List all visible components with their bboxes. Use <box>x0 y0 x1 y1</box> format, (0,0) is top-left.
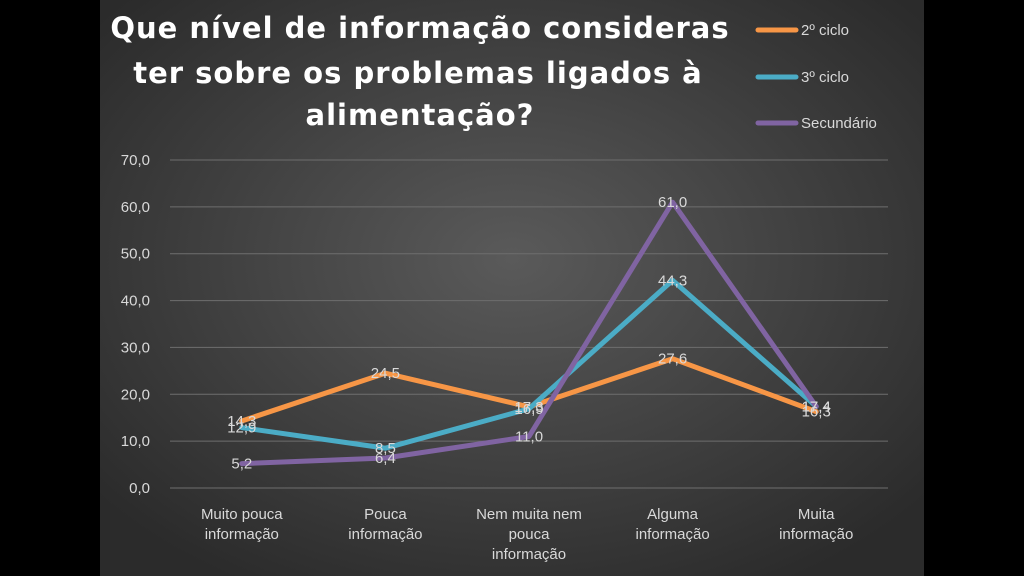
data-label-2-ciclo: 27,6 <box>658 351 687 368</box>
data-label-3-ciclo: 12,9 <box>227 420 256 437</box>
legend-label-secundario: Secundário <box>801 115 877 132</box>
data-label-secundario: 17,4 <box>802 398 831 415</box>
legend: 2º ciclo 3º ciclo Secundário <box>755 22 877 132</box>
x-category-label: Alguma informação <box>635 506 709 543</box>
x-category-label: Pouca informação <box>348 506 422 543</box>
y-tick-label: 50,0 <box>121 246 150 263</box>
data-label-secundario: 61,0 <box>658 194 687 211</box>
series-line-3-ciclo <box>239 277 819 451</box>
data-label-3-ciclo: 8,5 <box>375 440 396 457</box>
title-line-2: ter sobre os problemas ligados à <box>133 56 703 90</box>
data-label-secundario: 11,0 <box>515 428 543 445</box>
data-label-secundario: 5,2 <box>231 456 252 473</box>
data-label-2-ciclo: 17,3 <box>514 399 543 416</box>
title-line-3: alimentação? <box>306 98 535 132</box>
x-category-label: Nem muita nem pouca informação <box>476 506 582 563</box>
legend-label-3-ciclo: 3º ciclo <box>801 69 849 86</box>
chart-background <box>100 0 924 576</box>
data-label-2-ciclo: 16,3 <box>802 404 831 421</box>
y-axis: 0,0 10,0 20,0 30,0 40,0 50,0 60,0 70,0 <box>121 152 150 497</box>
y-tick-label: 70,0 <box>121 152 150 169</box>
series-lines <box>239 199 819 467</box>
data-label-secundario: 6,4 <box>375 450 396 467</box>
x-axis: Muito pouca informação Pouca informação Nem … <box>201 506 853 563</box>
legend-label-2-ciclo: 2º ciclo <box>801 22 849 39</box>
data-label-3-ciclo: 17,4 <box>802 398 831 415</box>
y-tick-label: 40,0 <box>121 293 150 310</box>
y-tick-label: 20,0 <box>121 386 150 403</box>
y-tick-label: 60,0 <box>121 199 150 216</box>
title-line-1: Que nível de informação consideras <box>110 11 729 45</box>
series-line-secundario <box>239 199 819 467</box>
y-tick-label: 30,0 <box>121 339 150 356</box>
data-labels: 14,3 24,5 17,3 27,6 16,3 12,9 8,5 16,9 44,3 17,4 5… <box>227 194 831 472</box>
y-tick-label: 10,0 <box>121 433 150 450</box>
x-category-label: Muita informação <box>779 506 853 543</box>
data-label-3-ciclo: 16,9 <box>514 401 543 418</box>
data-label-2-ciclo: 24,5 <box>371 365 400 382</box>
y-tick-label: 0,0 <box>129 480 150 497</box>
chart-title: Que nível de informação consideras ter so… <box>110 11 729 132</box>
data-label-3-ciclo: 44,3 <box>658 272 687 289</box>
data-label-2-ciclo: 14,3 <box>227 413 256 430</box>
x-category-label: Muito pouca informação <box>201 506 283 543</box>
